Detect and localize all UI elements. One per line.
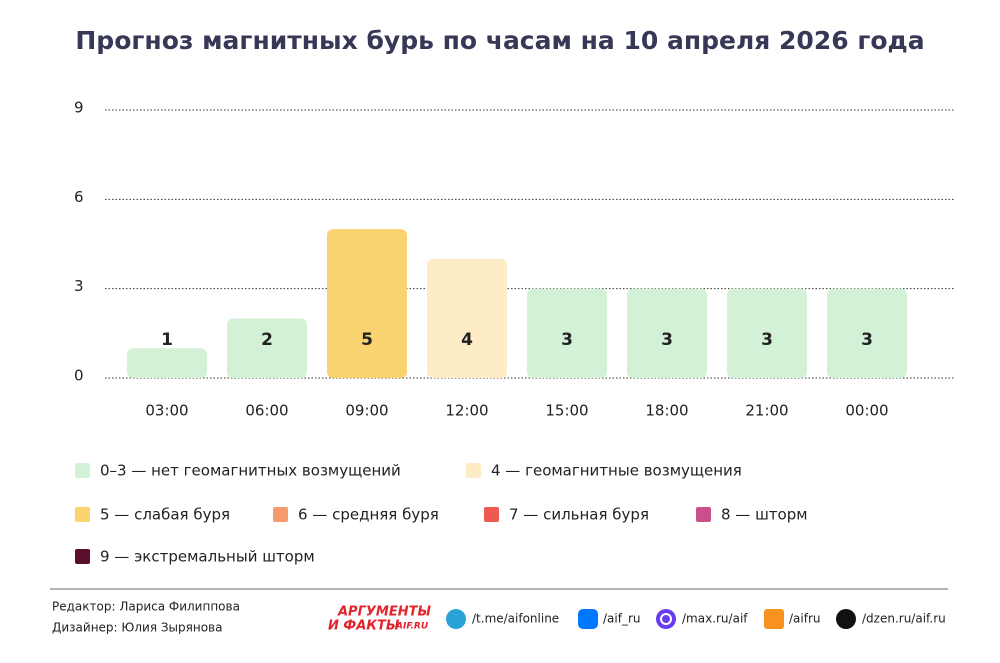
legend-label: 8 — шторм <box>721 506 808 524</box>
data-label: 3 <box>561 330 573 350</box>
legend-label: 4 — геомагнитные возмущения <box>491 462 742 480</box>
max-icon <box>660 613 672 625</box>
logo-text: И ФАКТЫ <box>328 619 400 634</box>
x-tick-label: 09:00 <box>345 402 388 420</box>
max-icon <box>656 609 676 629</box>
x-tick-label: 21:00 <box>745 402 788 420</box>
social-links: /t.me/aifonline /aif_ru /max.ru/aif /aif… <box>446 609 946 629</box>
logo-text: AIF.RU <box>395 622 429 632</box>
legend-swatch <box>75 549 90 564</box>
credit: Редактор: Лариса Филиппова <box>52 600 240 614</box>
logo-text: АРГУМЕНТЫ <box>337 605 431 620</box>
y-tick-label: 6 <box>74 188 84 206</box>
data-label: 3 <box>761 330 773 350</box>
bar <box>827 288 907 378</box>
bar <box>627 288 707 378</box>
legend-swatch <box>484 507 499 522</box>
legend-swatch <box>75 463 90 478</box>
legend-label: 7 — сильная буря <box>509 506 649 524</box>
data-label: 3 <box>861 330 873 350</box>
telegram-icon <box>446 609 466 629</box>
x-tick-label: 15:00 <box>545 402 588 420</box>
data-label: 5 <box>361 330 373 350</box>
legend-label: 5 — слабая буря <box>100 506 230 524</box>
data-label: 4 <box>461 330 473 350</box>
link[interactable]: /aifru <box>789 612 821 626</box>
data-label: 1 <box>161 330 173 350</box>
chart-title: Прогноз магнитных бурь по часам на 10 ап… <box>75 26 924 55</box>
legend-label: 9 — экстремальный шторм <box>100 548 315 566</box>
ok-icon <box>764 609 784 629</box>
logo: АРГУМЕНТЫ И ФАКТЫ AIF.RU <box>328 605 431 634</box>
link[interactable]: /dzen.ru/aif.ru <box>862 612 946 626</box>
dzen-icon <box>836 609 856 629</box>
legend-swatch <box>273 507 288 522</box>
y-tick-label: 9 <box>74 99 84 117</box>
x-tick-label: 18:00 <box>645 402 688 420</box>
x-tick-label: 06:00 <box>245 402 288 420</box>
data-label: 3 <box>661 330 673 350</box>
legend-swatch <box>466 463 481 478</box>
legend-swatch <box>75 507 90 522</box>
link[interactable]: /t.me/aifonline <box>472 612 559 626</box>
credit: Дизайнер: Юлия Зырянова <box>52 621 222 635</box>
bar <box>527 288 607 378</box>
legend-label: 6 — средняя буря <box>298 506 439 524</box>
bar <box>427 258 507 378</box>
vk-icon <box>578 609 598 629</box>
y-tick-label: 3 <box>74 277 84 295</box>
x-tick-label: 12:00 <box>445 402 488 420</box>
legend-swatch <box>696 507 711 522</box>
bar <box>127 348 207 378</box>
link[interactable]: /aif_ru <box>603 612 641 626</box>
x-tick-label: 00:00 <box>845 402 888 420</box>
y-tick-label: 0 <box>74 367 84 385</box>
data-label: 2 <box>261 330 273 350</box>
x-tick-label: 03:00 <box>145 402 188 420</box>
bar <box>727 288 807 378</box>
bar <box>227 318 307 378</box>
legend-label: 0–3 — нет геомагнитных возмущений <box>100 462 401 480</box>
link[interactable]: /max.ru/aif <box>682 612 748 626</box>
bar <box>327 229 407 378</box>
